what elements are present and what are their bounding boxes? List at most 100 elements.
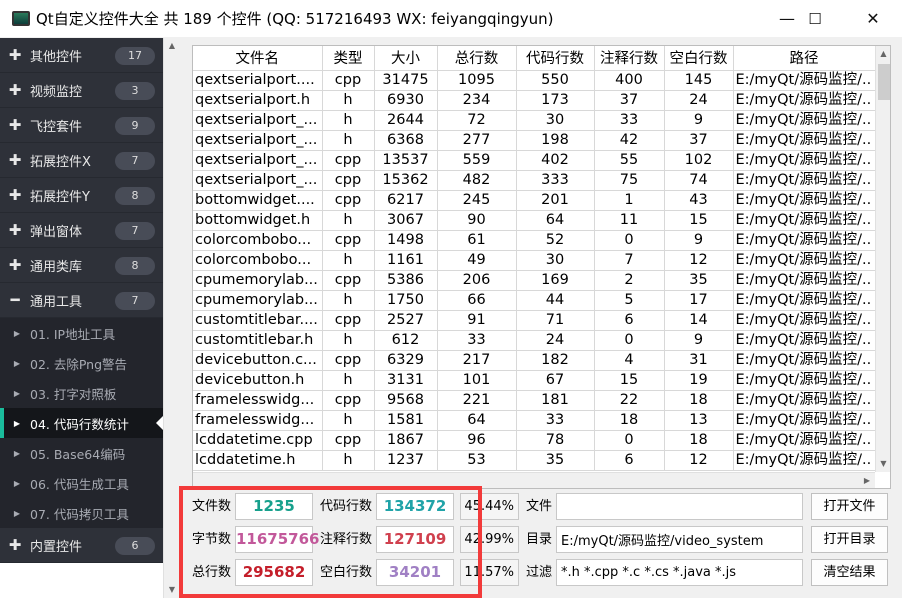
table-cell: 2644: [374, 110, 438, 131]
sidebar-group[interactable]: ✚ 通用类库 8: [0, 248, 163, 283]
sidebar-subitem[interactable]: ▶ 05. Base64编码: [0, 438, 163, 468]
count-badge: 3: [115, 82, 155, 100]
sidebar-group[interactable]: ✚ 拓展控件Y 8: [0, 178, 163, 213]
table-row[interactable]: qextserialport_... h 2644 72 30 33 9 E:/myQt/源码…: [193, 110, 876, 131]
open-dir-button[interactable]: 打开目录: [811, 526, 888, 553]
table-cell: 9: [664, 110, 734, 131]
table-cell: 1095: [437, 70, 517, 91]
table-row[interactable]: devicebutton.c... cpp 6329 217 182 4 31 E:/myQt…: [193, 350, 876, 371]
sidebar-subitem[interactable]: ▶ 04. 代码行数统计: [0, 408, 163, 438]
table-row[interactable]: bottomwidget.h h 3067 90 64 11 15 E:/myQt/源码监控/…: [193, 210, 876, 231]
sidebar-subitem[interactable]: ▶ 06. 代码生成工具: [0, 468, 163, 498]
table-cell: h: [322, 210, 375, 231]
table-row[interactable]: lcddatetime.cpp cpp 1867 96 78 0 18 E:/myQt/源码监…: [193, 430, 876, 451]
table-cell: 64: [516, 210, 595, 231]
table-cell: devicebutton.c...: [193, 350, 323, 371]
close-button[interactable]: ✕: [866, 9, 880, 28]
table-cell: cpp: [322, 190, 375, 211]
table-cell: E:/myQt/源码监控/..: [733, 90, 876, 111]
minimize-button[interactable]: —: [779, 9, 795, 28]
comment-lines-value: 127109: [376, 526, 454, 553]
table-cell: h: [322, 330, 375, 351]
table-cell: 102: [664, 150, 734, 171]
table-cell: 6329: [374, 350, 438, 371]
table-cell: 33: [594, 110, 665, 131]
table-row[interactable]: lcddatetime.h h 1237 53 35 6 12 E:/myQt/源码监控/..: [193, 450, 876, 471]
clear-results-button[interactable]: 清空结果: [811, 559, 888, 586]
triangle-right-icon: ▶: [13, 358, 21, 368]
table-cell: 181: [516, 390, 595, 411]
scroll-down-icon[interactable]: ▼: [880, 459, 887, 468]
table-cell: 19: [664, 370, 734, 391]
table-cell: 1867: [374, 430, 438, 451]
table-row[interactable]: customtitlebar.h h 612 33 24 0 9 E:/myQt/源码监控/.…: [193, 330, 876, 351]
table-cell: 182: [516, 350, 595, 371]
table-cell: 559: [437, 150, 517, 171]
table-vertical-scrollbar[interactable]: ▲ ▼: [875, 46, 890, 472]
sidebar-subitem[interactable]: ▶ 07. 代码拷贝工具: [0, 498, 163, 528]
column-header[interactable]: 注释行数: [594, 46, 665, 71]
table-row[interactable]: qextserialport.... cpp 31475 1095 550 400 145 E…: [193, 70, 876, 91]
table-row[interactable]: framelesswidg... cpp 9568 221 181 22 18 E:/myQt…: [193, 390, 876, 411]
scroll-up-icon[interactable]: ▲: [168, 41, 176, 50]
sidebar-group[interactable]: ✚ 视频监控 3: [0, 73, 163, 108]
dir-input[interactable]: [556, 526, 803, 553]
sidebar-group[interactable]: ✚ 拓展控件X 7: [0, 143, 163, 178]
table-cell: 1: [594, 190, 665, 211]
file-count-label: 文件数: [192, 499, 232, 514]
table-row[interactable]: colorcombobo... cpp 1498 61 52 0 9 E:/myQt/源码监控…: [193, 230, 876, 251]
column-header[interactable]: 大小: [374, 46, 438, 71]
table-cell: cpp: [322, 170, 375, 191]
table-row[interactable]: qextserialport_... cpp 13537 559 402 55 102 E:/…: [193, 150, 876, 171]
table-row[interactable]: bottomwidget.... cpp 6217 245 201 1 43 E:/myQt/…: [193, 190, 876, 211]
table-cell: cpp: [322, 150, 375, 171]
column-header[interactable]: 类型: [322, 46, 375, 71]
column-header[interactable]: 总行数: [437, 46, 517, 71]
table-cell: 550: [516, 70, 595, 91]
filter-input[interactable]: [556, 559, 803, 586]
sidebar-group[interactable]: ✚ 弹出窗体 7: [0, 213, 163, 248]
sidebar-scrollbar[interactable]: ▲ ▼: [163, 38, 180, 598]
table-row[interactable]: qextserialport_... h 6368 277 198 42 37 E:/myQt…: [193, 130, 876, 151]
scroll-up-icon[interactable]: ▲: [880, 49, 887, 58]
column-header[interactable]: 代码行数: [516, 46, 595, 71]
table-row[interactable]: cpumemorylab... h 1750 66 44 5 17 E:/myQt/源码监控/…: [193, 290, 876, 311]
sidebar-group[interactable]: ✚ 内置控件 6: [0, 528, 163, 563]
table-row[interactable]: cpumemorylab... cpp 5386 206 169 2 35 E:/myQt/源…: [193, 270, 876, 291]
table-horizontal-scrollbar[interactable]: ▶: [193, 472, 875, 488]
column-header[interactable]: 路径: [733, 46, 876, 71]
sidebar-subitem[interactable]: ▶ 03. 打字对照板: [0, 378, 163, 408]
table-row[interactable]: qextserialport_... cpp 15362 482 333 75 74 E:/m…: [193, 170, 876, 191]
table-cell: devicebutton.h: [193, 370, 323, 391]
table-row[interactable]: devicebutton.h h 3131 101 67 15 19 E:/myQt/源码监控…: [193, 370, 876, 391]
table-cell: cpp: [322, 390, 375, 411]
table-row[interactable]: framelesswidg... h 1581 64 33 18 13 E:/myQt/源码监…: [193, 410, 876, 431]
table-row[interactable]: colorcombobo... h 1161 49 30 7 12 E:/myQt/源码监控/…: [193, 250, 876, 271]
maximize-button[interactable]: ☐: [808, 9, 822, 28]
sidebar-subitem[interactable]: ▶ 02. 去除Png警告: [0, 348, 163, 378]
sidebar: ✚ 其他控件 17 ✚ 视频监控 3 ✚ 飞控套件 9 ✚ 拓展控件X 7 ✚ 拓展控件Y 8 ✚ 弹出窗体 7 ✚…: [0, 38, 163, 598]
subitem-label: 05. Base64编码: [30, 446, 126, 462]
table-cell: 15: [664, 210, 734, 231]
open-file-button[interactable]: 打开文件: [811, 493, 888, 520]
column-header[interactable]: 空白行数: [664, 46, 734, 71]
window-title: Qt自定义控件大全 共 189 个控件 (QQ: 517216493 WX: f…: [36, 10, 554, 28]
sidebar-group[interactable]: ✚ 飞控套件 9: [0, 108, 163, 143]
table-cell: 201: [516, 190, 595, 211]
table-cell: 400: [594, 70, 665, 91]
triangle-right-icon: ▶: [13, 508, 21, 518]
column-header[interactable]: 文件名: [193, 46, 323, 71]
sidebar-group[interactable]: ✚ 其他控件 17: [0, 38, 163, 73]
sidebar-group[interactable]: ━ 通用工具 7: [0, 283, 163, 318]
table-row[interactable]: qextserialport.h h 6930 234 173 37 24 E:/myQt/源…: [193, 90, 876, 111]
table-cell: cpp: [322, 430, 375, 451]
byte-count-label: 字节数: [192, 532, 232, 547]
table-cell: 18: [664, 430, 734, 451]
table-cell: 11: [594, 210, 665, 231]
table-row[interactable]: customtitlebar.... cpp 2527 91 71 6 14 E:/myQt/…: [193, 310, 876, 331]
table-cell: framelesswidg...: [193, 390, 323, 411]
sidebar-subitem[interactable]: ▶ 01. IP地址工具: [0, 318, 163, 348]
scroll-right-icon[interactable]: ▶: [863, 476, 871, 485]
file-input[interactable]: [556, 493, 803, 520]
scroll-down-icon[interactable]: ▼: [168, 585, 176, 594]
